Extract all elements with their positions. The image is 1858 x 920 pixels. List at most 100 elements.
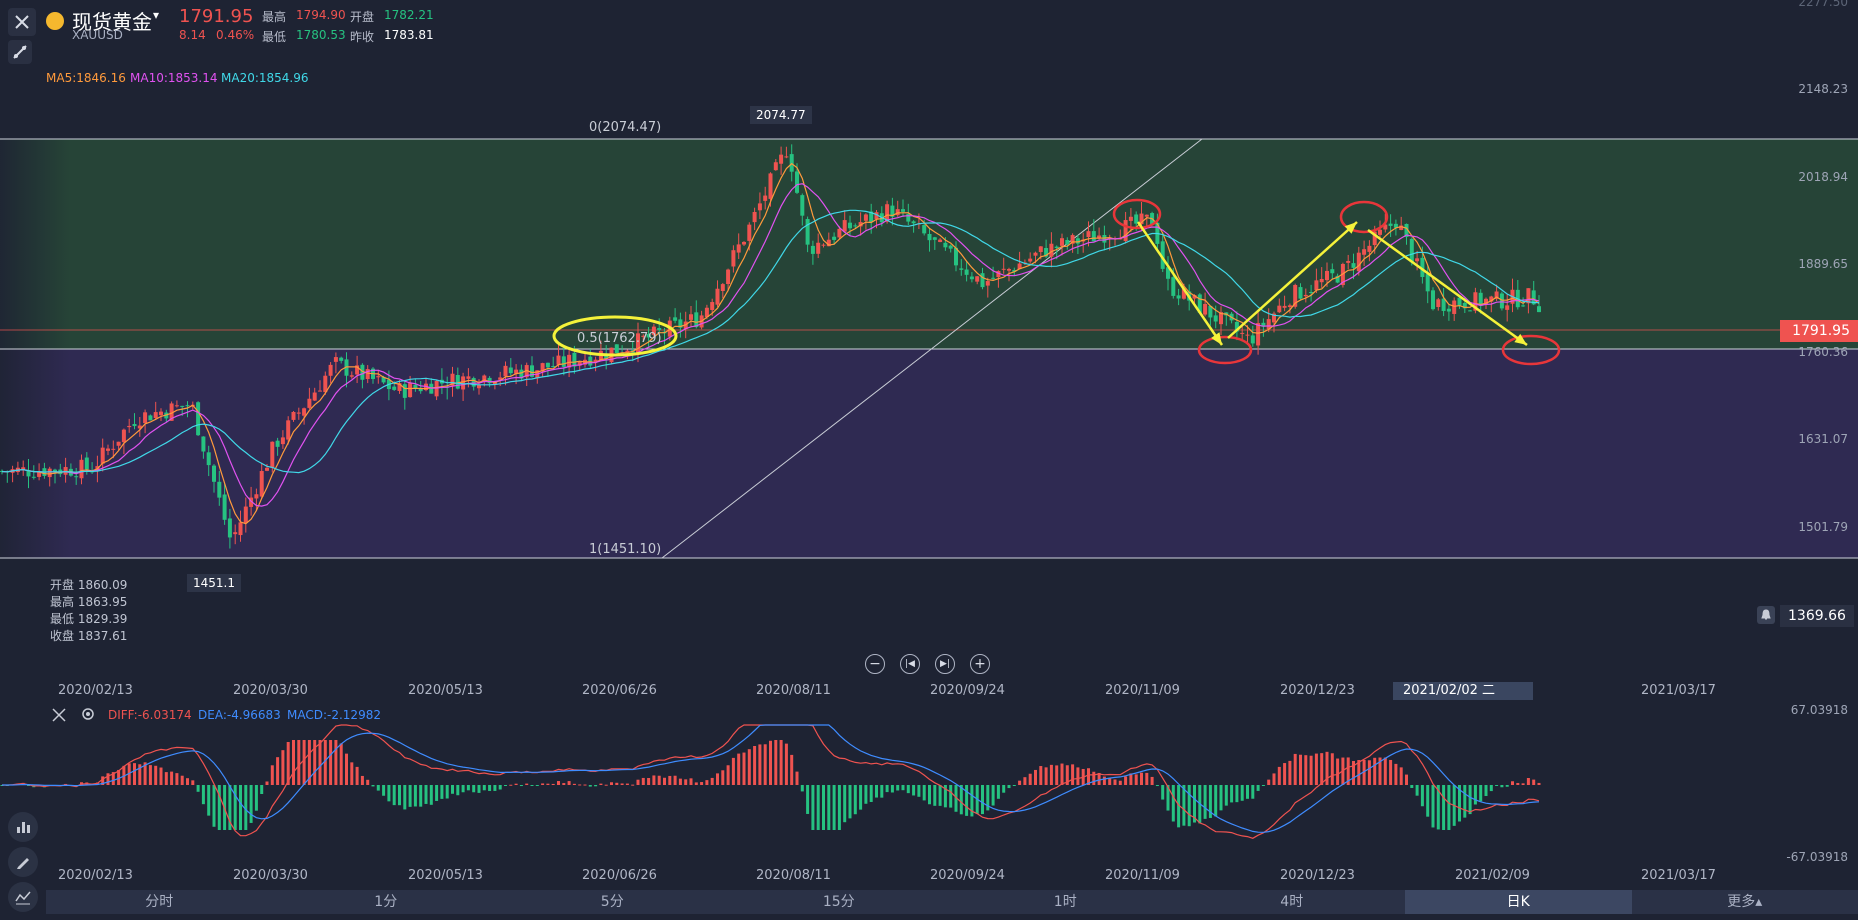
yellow-ellipse[interactable] <box>552 315 678 357</box>
candle-body <box>1468 310 1473 312</box>
line-chart-button[interactable] <box>8 882 38 912</box>
tab-1min[interactable]: 1分 <box>374 894 398 910</box>
candle-body <box>153 412 158 419</box>
price-axis-label: 2018.94 <box>1798 170 1848 184</box>
macd-bar <box>445 785 449 799</box>
fib-diagonal[interactable] <box>661 138 1203 559</box>
candle-body <box>1245 334 1250 336</box>
macd-bar <box>1251 785 1255 799</box>
tab-1hour[interactable]: 1时 <box>1053 894 1077 910</box>
draw-tool-button[interactable] <box>8 40 32 64</box>
macd-bar <box>371 785 375 787</box>
macd-bar <box>1304 755 1308 785</box>
macd-bar <box>323 740 327 785</box>
open-value: 1782.21 <box>384 8 434 22</box>
chevron-down-icon[interactable]: ▾ <box>153 8 160 22</box>
jump-start-button[interactable]: |◀ <box>900 654 920 674</box>
macd-bar <box>233 785 237 830</box>
candle-body <box>810 245 815 254</box>
candle-body <box>1404 223 1409 238</box>
candle-body <box>604 354 609 359</box>
macd-bar <box>1039 766 1043 785</box>
candle-body <box>397 383 402 391</box>
macd-date-tick: 2020/03/30 <box>233 868 308 883</box>
macd-bar <box>1246 785 1249 799</box>
macd-bar <box>636 779 640 785</box>
candle-body <box>858 222 863 227</box>
macd-bar <box>1463 785 1467 818</box>
macd-bar <box>228 785 232 830</box>
macd-bar <box>774 740 778 785</box>
candle-body <box>26 470 31 477</box>
macd-bar <box>212 785 216 827</box>
tab-15min[interactable]: 15分 <box>822 894 855 910</box>
candle-body <box>593 359 598 363</box>
jump-end-button[interactable]: ▶| <box>935 654 955 674</box>
tab-timeshare[interactable]: 分时 <box>145 894 174 910</box>
yellow-arrow-line[interactable] <box>1136 221 1224 346</box>
annotations[interactable] <box>552 198 1561 366</box>
close-button[interactable] <box>8 8 36 36</box>
yellow-arrow-head[interactable] <box>1514 333 1527 345</box>
candle-body <box>1028 258 1033 262</box>
yellow-arrow-head[interactable] <box>1211 332 1222 345</box>
low-value: 1780.53 <box>296 28 346 42</box>
macd-bar <box>1415 785 1419 796</box>
macd-bar <box>493 785 497 791</box>
macd-bar <box>1256 785 1260 791</box>
date-tick: 2020/09/24 <box>930 683 1005 698</box>
candle-body <box>79 459 84 479</box>
yellow-arrow-head[interactable] <box>1344 222 1357 234</box>
macd-date-tick: 2020/02/13 <box>58 868 133 883</box>
zoom-out-button[interactable]: − <box>865 654 885 674</box>
candle-body <box>514 369 519 374</box>
macd-bar <box>1166 785 1170 811</box>
macd-bar <box>244 785 248 830</box>
candle-body <box>1346 260 1351 263</box>
tab-4hour[interactable]: 4时 <box>1280 894 1304 910</box>
candle-body <box>720 284 725 292</box>
bell-icon[interactable] <box>1757 606 1775 624</box>
yellow-arrow-line[interactable] <box>1227 221 1358 339</box>
macd-date-tick: 2020/09/24 <box>930 868 1005 883</box>
macd-bar <box>673 775 677 785</box>
macd-bar <box>1060 763 1064 785</box>
tab-5min[interactable]: 5分 <box>600 894 624 910</box>
macd-bar <box>1426 785 1430 817</box>
candle-body <box>471 378 476 387</box>
candle-body <box>763 195 768 201</box>
ma5-line <box>1 162 1540 525</box>
candle-body <box>1484 298 1488 305</box>
candle-body <box>1473 292 1478 311</box>
candle-body <box>832 236 837 240</box>
macd-bar <box>1023 777 1027 785</box>
macd-bar <box>1389 759 1393 785</box>
tab-daily[interactable]: 日K <box>1405 890 1632 914</box>
red-circle[interactable] <box>1197 335 1253 365</box>
price-axis-label: 1760.36 <box>1798 345 1848 359</box>
macd-close-button[interactable] <box>52 707 66 726</box>
macd-bar <box>329 740 333 785</box>
zoom-in-button[interactable]: + <box>970 654 990 674</box>
red-circle[interactable] <box>1501 334 1561 366</box>
yellow-arrow-line[interactable] <box>1367 228 1528 347</box>
red-circle[interactable] <box>1339 200 1389 234</box>
macd-settings-button[interactable] <box>80 706 96 726</box>
candle-body <box>323 375 328 393</box>
pen-button[interactable] <box>8 847 38 877</box>
macd-bar <box>265 781 269 785</box>
candle-body <box>932 237 937 240</box>
candle-body <box>1319 278 1324 283</box>
macd-bar <box>811 785 815 830</box>
candle-body <box>376 376 381 378</box>
red-circle[interactable] <box>1112 198 1162 230</box>
candle-body <box>259 471 264 497</box>
macd-bar <box>180 775 184 785</box>
fib-label-0: 0(2074.47) <box>589 120 662 135</box>
indicator-button[interactable] <box>8 812 38 842</box>
candle-body <box>991 277 996 279</box>
macd-bar <box>159 767 163 785</box>
tab-more[interactable]: 更多▴ <box>1727 894 1763 910</box>
instrument-name[interactable]: 现货黄金 <box>72 10 152 34</box>
